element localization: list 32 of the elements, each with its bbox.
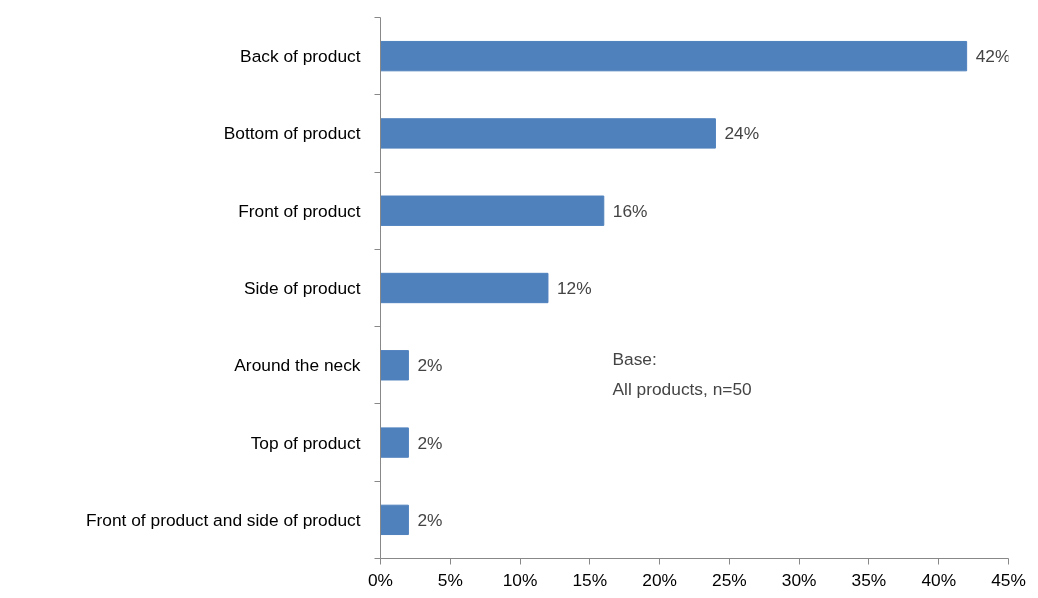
x-tick-label: 30%: [781, 569, 817, 590]
x-tick-label: 40%: [921, 569, 957, 590]
y-tick-label: Bottom of product: [223, 123, 361, 144]
x-tick-label: 20%: [642, 569, 677, 590]
x-tick-label: 45%: [991, 569, 1026, 590]
annotation: Base:: [612, 348, 657, 369]
bar: [380, 350, 409, 381]
y-tick-label: Top of product: [250, 432, 361, 453]
y-tick-label: Back of product: [240, 46, 361, 67]
data-label: 2%: [417, 432, 443, 453]
data-label: 12%: [556, 278, 592, 298]
bar: [380, 272, 549, 304]
data-label: 2%: [417, 355, 443, 376]
x-tick-label: 0%: [367, 569, 394, 590]
x-tick-label: 15%: [572, 569, 608, 590]
x-tick-label: 25%: [712, 569, 747, 590]
data-label: 24%: [724, 123, 760, 144]
x-tick-label: 5%: [437, 569, 463, 590]
annotation: All products, n=50: [612, 378, 752, 399]
y-tick-label: Front of product: [238, 200, 361, 221]
bar: [380, 504, 409, 536]
y-tick-label: Side of product: [243, 278, 361, 298]
bar: [380, 118, 716, 149]
data-label: 2%: [417, 509, 443, 530]
data-label: 16%: [612, 200, 648, 221]
x-tick-label: 10%: [502, 569, 538, 590]
y-tick-label: Front of product and side of product: [85, 509, 361, 530]
y-tick-label: Around the neck: [234, 355, 361, 376]
bar: [380, 195, 605, 226]
bar: [380, 40, 968, 72]
x-tick-label: 35%: [851, 569, 887, 590]
bar: [380, 427, 409, 458]
